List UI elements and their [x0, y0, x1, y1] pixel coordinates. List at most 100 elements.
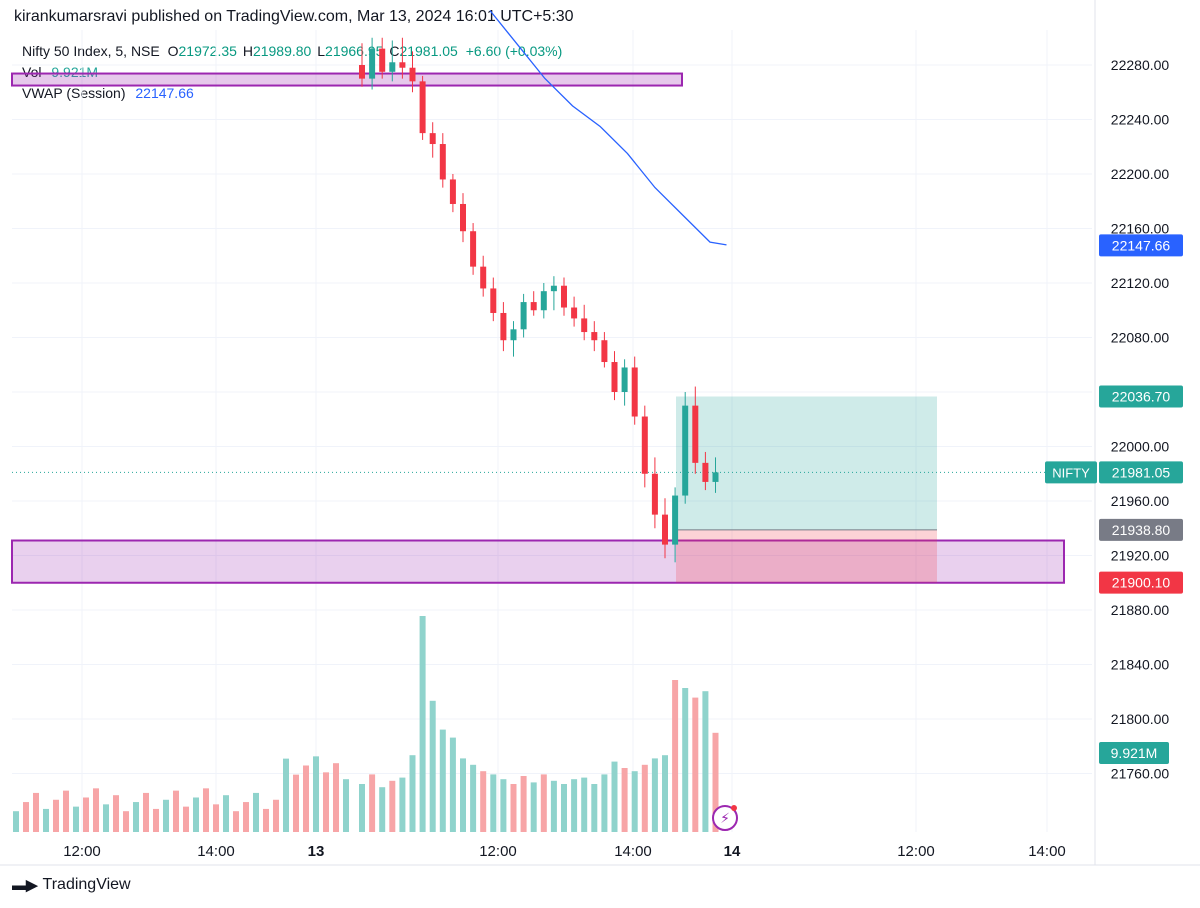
symbol-legend: Nifty 50 Index, 5, NSE O21972.35 H21989.…: [22, 43, 562, 59]
y-tick-label: 21800.00: [1111, 711, 1170, 727]
candle-body: [692, 405, 699, 463]
volume-bar: [203, 788, 209, 832]
tradingview-logo-icon[interactable]: ▬▶: [12, 877, 38, 894]
target-price-badge: 22036.70: [1112, 388, 1171, 404]
position-target-zone: [676, 396, 937, 530]
volume-bar: [621, 768, 628, 832]
candle-body: [550, 285, 557, 292]
open-value: 21972.35: [178, 43, 237, 59]
volume-bar: [571, 779, 578, 832]
volume-bar: [460, 758, 466, 832]
volume-bar: [323, 772, 329, 832]
volume-bar: [581, 777, 588, 832]
volume-bar: [23, 802, 29, 832]
low-label: L: [317, 43, 326, 59]
candle-body: [359, 65, 365, 79]
lightning-glyph-icon: ⚡: [720, 811, 730, 827]
candle-body: [449, 179, 456, 204]
stop-price-badge-bg: [1099, 571, 1183, 594]
volume-bar: [83, 797, 89, 832]
volume-bar: [520, 776, 527, 832]
y-tick-label: 21760.00: [1111, 766, 1170, 782]
volume-bar: [449, 737, 456, 832]
symbol-name[interactable]: Nifty 50 Index, 5, NSE: [22, 43, 160, 59]
volume-legend: Vol 9.921M: [22, 64, 98, 80]
candle-body: [662, 514, 668, 545]
x-tick-label: 13: [308, 843, 325, 860]
volume-bar: [641, 764, 648, 832]
published-header: kirankumarsravi published on TradingView…: [14, 8, 574, 25]
candle-body: [520, 302, 527, 330]
x-tick-label: 14:00: [197, 843, 235, 860]
volume-bar: [143, 792, 149, 832]
volume-bar: [283, 758, 289, 832]
y-tick-label: 22240.00: [1111, 112, 1170, 128]
volume-bar: [369, 774, 376, 832]
volume-badge-bg: [1099, 742, 1169, 764]
volume-bar: [253, 792, 259, 832]
volume-bar: [510, 784, 517, 832]
y-tick-label: 21960.00: [1111, 493, 1170, 509]
volume-bar: [419, 616, 426, 832]
demand-zone-bottom: [11, 539, 1065, 584]
candle-body: [389, 62, 396, 72]
y-tick-label: 22120.00: [1111, 275, 1170, 291]
target-price-badge-bg: [1099, 385, 1183, 408]
volume-bar: [399, 777, 406, 832]
candle-body: [682, 405, 689, 496]
candle-body: [510, 329, 517, 341]
volume-bar: [561, 784, 567, 832]
notification-dot-icon: [731, 805, 737, 811]
y-tick-label: 22080.00: [1111, 330, 1170, 346]
volume-bar: [43, 808, 49, 832]
volume-bar: [682, 688, 689, 832]
open-label: O: [167, 43, 179, 59]
volume-bar: [530, 782, 537, 832]
close-label: C: [389, 43, 400, 59]
symbol-tag-bg: [1045, 461, 1097, 484]
footer-brand[interactable]: TradingView: [42, 876, 131, 893]
volume-bar: [123, 811, 129, 832]
volume-bar: [103, 804, 109, 832]
x-tick-label: 14: [724, 843, 741, 860]
candle-body: [409, 67, 416, 82]
volume-bar: [343, 779, 349, 832]
high-value: 21989.80: [252, 43, 312, 59]
volume-bar: [439, 729, 446, 832]
vwap-label[interactable]: VWAP (Session): [22, 85, 126, 101]
volume-bar: [163, 799, 169, 832]
x-tick-label: 12:00: [63, 843, 101, 860]
volume-bar: [480, 771, 487, 832]
volume-bar: [93, 788, 99, 832]
volume-bar: [183, 806, 189, 832]
volume-bar: [601, 774, 608, 832]
x-tick-label: 14:00: [1028, 843, 1066, 860]
volume-bar: [273, 799, 279, 832]
volume-bar: [313, 756, 319, 832]
candle-body: [480, 266, 487, 289]
x-tick-label: 14:00: [614, 843, 652, 860]
candle-body: [379, 48, 386, 72]
demand-zone-top: [11, 72, 683, 87]
volume-label[interactable]: Vol: [22, 64, 42, 80]
candle-body: [702, 462, 709, 482]
candle-body: [399, 62, 406, 68]
volume-bar: [243, 802, 249, 832]
y-tick-label: 21880.00: [1111, 602, 1170, 618]
x-tick-label: 12:00: [897, 843, 935, 860]
volume-bar: [113, 795, 119, 832]
candle-body: [419, 81, 426, 134]
entry-price-badge-bg: [1099, 518, 1183, 541]
volume-bar: [490, 774, 497, 832]
last-price-badge: 21981.05: [1112, 464, 1171, 480]
y-tick-label: 22280.00: [1111, 57, 1170, 73]
volume-bar: [263, 808, 269, 832]
volume-bar: [692, 697, 699, 832]
candle-body: [369, 48, 376, 79]
candle-body: [581, 318, 588, 333]
candle-body: [429, 133, 436, 145]
y-tick-label: 21840.00: [1111, 657, 1170, 673]
candle-body: [470, 231, 477, 267]
candle-body: [540, 291, 547, 311]
